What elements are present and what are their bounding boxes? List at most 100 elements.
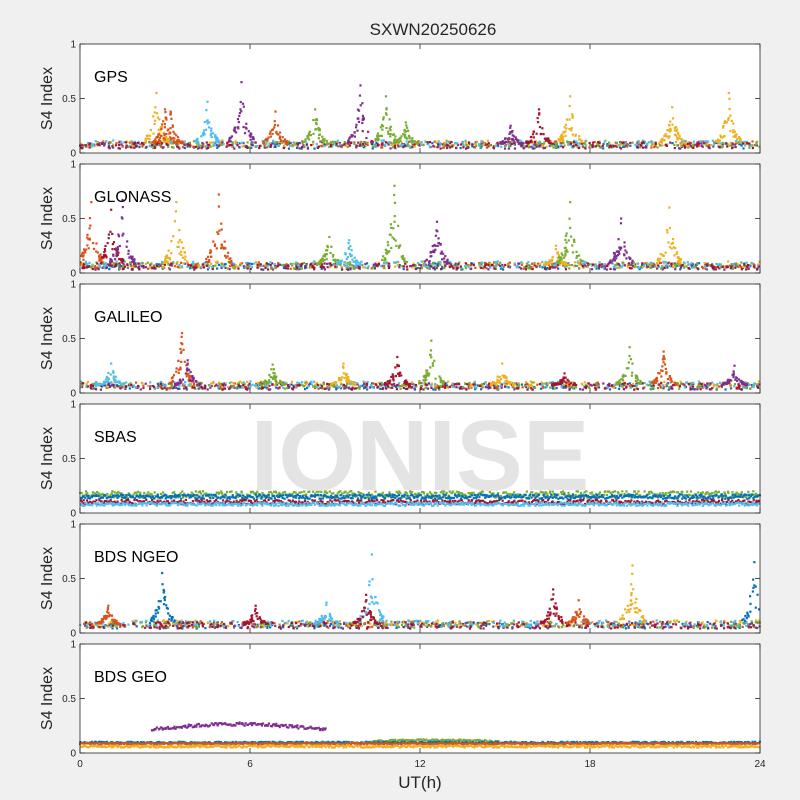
data-point — [500, 386, 503, 389]
data-point — [241, 381, 244, 385]
data-point — [181, 383, 185, 386]
data-point — [678, 135, 681, 138]
data-point — [437, 385, 440, 388]
data-point — [620, 217, 623, 220]
data-point — [570, 127, 573, 130]
data-point — [154, 138, 157, 141]
data-point — [92, 247, 96, 251]
data-point — [122, 262, 125, 266]
data-point — [159, 129, 162, 132]
data-point — [497, 263, 501, 266]
data-point — [596, 144, 599, 147]
data-point — [708, 147, 711, 150]
data-point — [686, 141, 690, 144]
data-point — [691, 385, 695, 388]
data-point — [177, 266, 180, 269]
data-point — [210, 141, 214, 144]
data-point — [615, 145, 618, 148]
data-point — [721, 142, 724, 146]
data-point — [750, 144, 753, 147]
data-point — [325, 253, 328, 256]
data-point — [670, 377, 673, 380]
data-point — [265, 380, 268, 383]
data-point — [426, 141, 429, 144]
data-point — [274, 142, 277, 145]
data-point — [734, 265, 737, 268]
data-point — [220, 266, 223, 269]
data-point — [152, 140, 156, 143]
data-point — [745, 265, 749, 268]
data-point — [692, 382, 695, 386]
data-point — [160, 387, 164, 390]
data-point — [575, 140, 578, 143]
data-point — [366, 130, 370, 133]
data-point — [591, 141, 595, 144]
data-point — [357, 109, 361, 112]
data-point — [205, 141, 208, 144]
data-point — [718, 262, 721, 266]
data-point — [608, 146, 611, 149]
data-point — [175, 134, 178, 137]
data-point — [263, 382, 266, 386]
data-point — [466, 383, 469, 386]
data-point — [739, 140, 742, 143]
data-point — [186, 145, 189, 148]
data-point — [274, 144, 277, 147]
data-point — [719, 134, 722, 137]
data-point — [384, 112, 388, 115]
data-point — [179, 366, 182, 369]
data-point — [680, 140, 683, 143]
data-point — [381, 128, 384, 131]
data-point — [388, 141, 391, 145]
data-point — [151, 267, 154, 270]
data-point — [171, 124, 174, 127]
data-point — [114, 378, 117, 381]
data-point — [711, 139, 714, 142]
data-point — [98, 263, 101, 266]
data-point — [435, 266, 438, 270]
data-point — [641, 262, 644, 265]
data-point — [146, 267, 150, 270]
data-point — [345, 261, 348, 264]
data-point — [434, 383, 437, 386]
data-point — [93, 265, 97, 268]
data-point — [429, 255, 432, 258]
data-point — [718, 139, 722, 142]
data-point — [282, 266, 286, 270]
data-point — [440, 268, 443, 271]
data-point — [247, 387, 250, 390]
data-point — [496, 260, 499, 263]
data-point — [148, 138, 151, 141]
data-point — [106, 386, 110, 389]
data-point — [309, 263, 312, 266]
data-point — [349, 261, 352, 264]
data-point — [312, 132, 315, 136]
data-point — [424, 376, 427, 379]
data-point — [660, 141, 663, 144]
data-point — [405, 140, 408, 143]
data-point — [349, 263, 352, 266]
data-point — [179, 381, 182, 385]
data-point — [467, 146, 470, 149]
data-point — [633, 388, 636, 391]
data-point — [319, 265, 322, 268]
data-point — [524, 268, 528, 271]
data-point — [484, 381, 487, 384]
data-point — [751, 140, 754, 143]
data-point — [120, 140, 123, 144]
data-point — [690, 264, 693, 267]
data-point — [606, 385, 609, 388]
data-point — [652, 265, 655, 268]
data-point — [115, 249, 118, 252]
data-point — [168, 132, 171, 135]
data-point — [485, 384, 489, 387]
data-point — [634, 376, 638, 380]
data-point — [164, 259, 167, 262]
data-point — [348, 239, 351, 242]
data-point — [507, 386, 510, 389]
data-point — [190, 380, 194, 383]
data-point — [674, 268, 677, 271]
data-point — [690, 384, 693, 387]
data-point — [683, 146, 687, 149]
